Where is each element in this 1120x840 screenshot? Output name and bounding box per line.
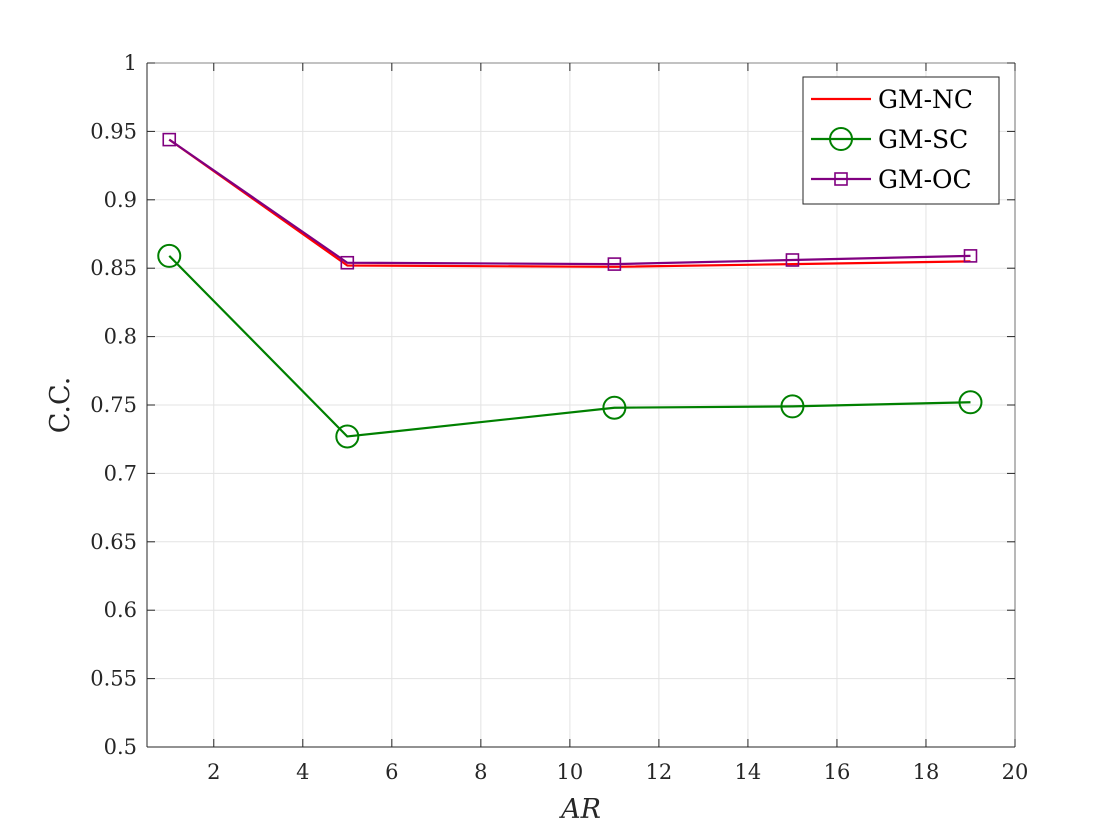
x-tick-label: 6 [385,760,398,784]
data-point-gm-sc [780,394,805,419]
data-point-gm-oc [785,253,800,267]
y-tick-label: 0.85 [90,256,137,280]
legend-item-gm-oc: GM-OC [811,165,972,194]
data-point-gm-sc [958,390,983,415]
series-gm-oc [162,132,978,271]
legend-marker-gm-oc [834,172,848,186]
series-line-gm-oc [168,138,971,266]
y-tick-label: 0.55 [90,667,137,691]
x-tick-label: 20 [1002,760,1029,784]
y-tick-label: 0.8 [104,325,137,349]
legend-label: GM-SC [878,125,968,154]
x-tick-label: 18 [913,760,940,784]
y-tick-label: 0.65 [90,530,137,554]
data-point-gm-sc [602,395,627,420]
y-tick-label: 0.95 [90,119,137,143]
y-tick-label: 0.6 [104,598,137,622]
legend-label: GM-NC [878,85,973,114]
axes: 2 4 6 8 10 12 14 16 18 20 0.5 0.55 0.6 0.65 0.7 0.75 0.8… [90,51,1028,784]
y-axis-title: C.C. [45,377,76,434]
x-tick-label: 10 [557,760,584,784]
series-gm-nc [168,138,971,268]
data-point-gm-oc [607,257,622,271]
data-point-gm-sc [157,243,182,268]
x-tick-label: 2 [207,760,220,784]
y-tick-label: 1 [124,51,137,75]
data-point-gm-oc [162,132,177,147]
y-tick-label: 0.5 [104,735,137,759]
x-tick-label: 16 [824,760,851,784]
data-point-gm-oc [963,249,978,263]
x-tick-label: 8 [474,760,487,784]
y-tick-label: 0.75 [90,393,137,417]
legend-marker-gm-sc [829,127,853,151]
legend: GM-NC GM-SC GM-OC [802,76,1000,205]
series-group [157,132,983,449]
y-tick-label: 0.7 [104,461,137,485]
legend-item-gm-nc: GM-NC [811,85,973,114]
x-tick-label: 12 [646,760,673,784]
series-line-gm-nc [168,138,971,268]
x-tick-label: 14 [735,760,762,784]
y-tick-label: 0.9 [104,188,137,212]
data-point-gm-oc [340,255,355,270]
x-axis-title: AR [558,794,601,825]
legend-label: GM-OC [878,165,972,194]
series-gm-sc [157,243,983,449]
series-line-gm-sc [168,255,971,438]
legend-item-gm-sc: GM-SC [811,125,968,154]
data-point-gm-sc [335,424,360,449]
x-tick-label: 4 [296,760,309,784]
